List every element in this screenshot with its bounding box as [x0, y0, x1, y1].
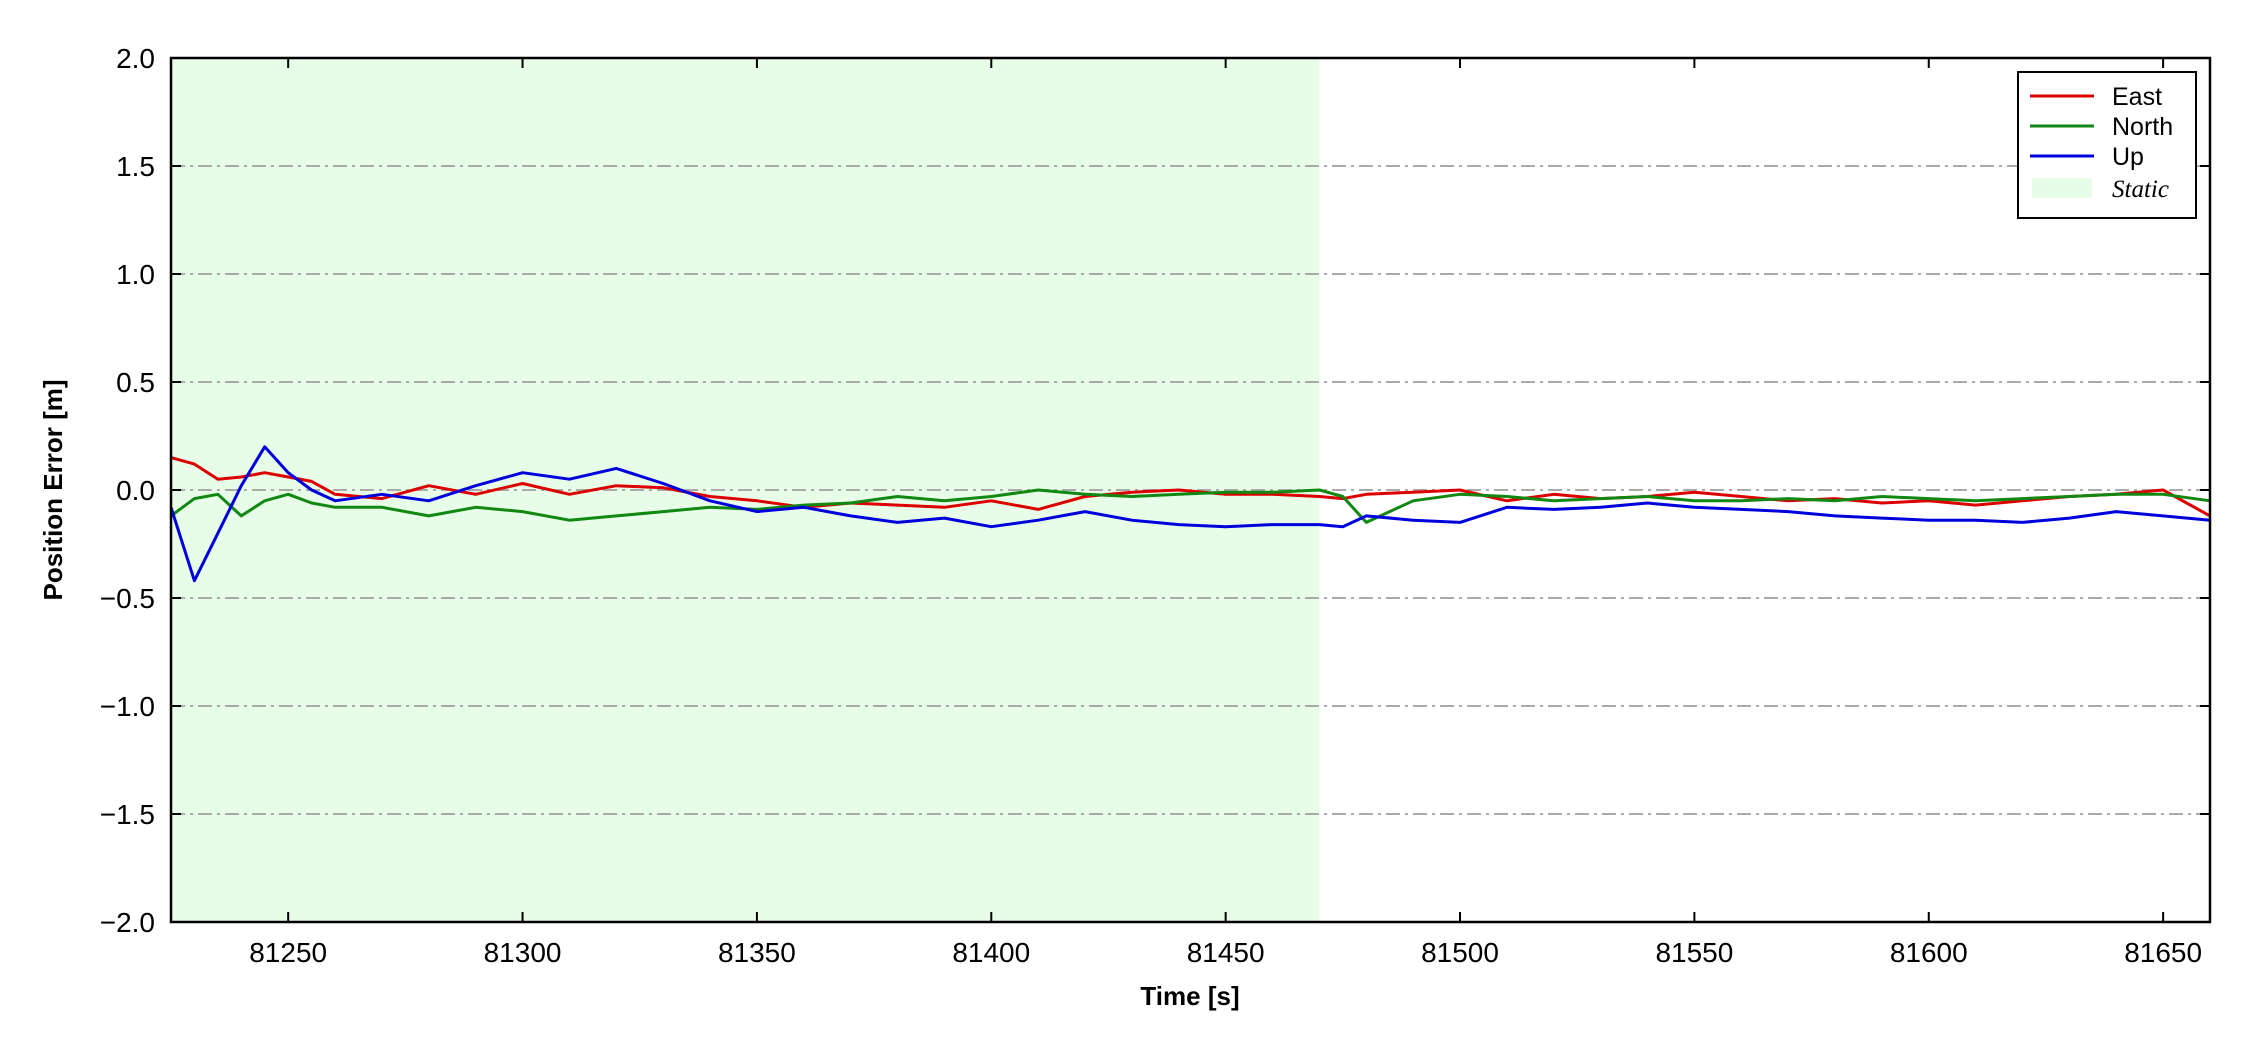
y-tick-label: 0.5 — [116, 367, 155, 398]
axis-ticks: −2.0 −1.5 −1.0 −0.5 0.0 0.5 1.0 1.5 2.0 81250 8130… — [100, 43, 2210, 968]
legend: East North Up Static — [2017, 71, 2197, 219]
y-axis-title: Position Error [m] — [38, 379, 68, 600]
legend-up-label: Up — [2112, 143, 2144, 171]
y-tick-label: −0.5 — [100, 583, 155, 614]
x-axis-title: Time [s] — [1140, 981, 1239, 1011]
x-tick-label: 81250 — [249, 937, 327, 968]
x-tick-label: 81300 — [484, 937, 562, 968]
y-tick-label: 2.0 — [116, 43, 155, 74]
x-tick-label: 81500 — [1421, 937, 1499, 968]
x-tick-label: 81450 — [1187, 937, 1265, 968]
x-tick-label: 81600 — [1890, 937, 1968, 968]
legend-east-label: East — [2112, 83, 2162, 111]
y-tick-label: −1.5 — [100, 799, 155, 830]
x-tick-label: 81400 — [952, 937, 1030, 968]
y-tick-label: −1.0 — [100, 691, 155, 722]
y-tick-label: 1.5 — [116, 151, 155, 182]
series-line-north — [170, 488, 2211, 524]
series-lines — [169, 445, 2211, 583]
series-line-up — [169, 445, 2211, 583]
legend-north-label: North — [2112, 113, 2173, 141]
x-tick-label: 81550 — [1655, 937, 1733, 968]
legend-static-swatch — [2032, 178, 2092, 198]
y-tick-label: 0.0 — [116, 475, 155, 506]
y-tick-label: −2.0 — [100, 907, 155, 938]
legend-static-label: Static — [2112, 176, 2169, 203]
x-tick-label: 81650 — [2124, 937, 2202, 968]
y-tick-label: 1.0 — [116, 259, 155, 290]
x-tick-label: 81350 — [718, 937, 796, 968]
series-line-east — [170, 456, 2211, 518]
